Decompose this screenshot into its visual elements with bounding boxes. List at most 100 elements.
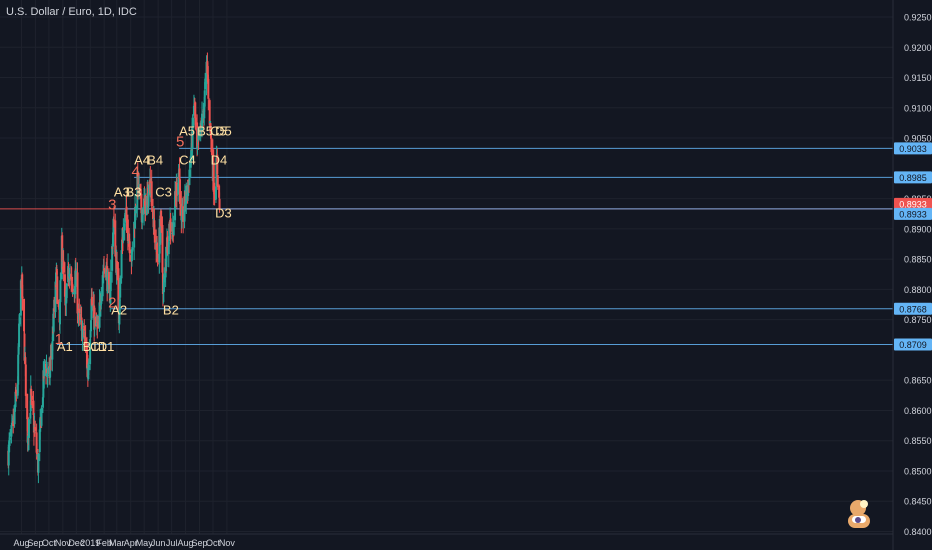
candles <box>7 52 221 484</box>
candle-body <box>118 299 121 315</box>
candle-body <box>126 219 129 242</box>
candle-body <box>201 113 204 132</box>
candle-body <box>17 354 20 385</box>
pivot-label: B3 <box>126 185 142 200</box>
candle-body <box>156 263 159 265</box>
candle-body <box>18 317 21 325</box>
candle-body <box>138 184 141 189</box>
candle-body <box>185 185 188 204</box>
candle-body <box>7 444 10 466</box>
pivot-label: D1 <box>98 339 115 354</box>
level-price-label: 0.9033 <box>899 144 927 154</box>
candle-body <box>90 296 93 305</box>
price-tick-label: 0.8750 <box>904 315 932 325</box>
price-tick-label: 0.8900 <box>904 224 932 234</box>
candle-body <box>143 198 146 215</box>
candle-body <box>208 100 211 126</box>
candle-body <box>40 407 43 426</box>
candle-body <box>65 283 68 299</box>
pivot-label: B2 <box>163 303 179 318</box>
candle-body <box>114 220 117 257</box>
candle-body <box>13 405 16 425</box>
candle-body <box>103 268 106 270</box>
wave-count-label: 1 <box>55 331 63 348</box>
candle-body <box>26 393 29 420</box>
candle-body <box>197 135 200 140</box>
pivot-label: A4 <box>134 152 150 167</box>
candle-body <box>85 344 88 369</box>
candle-body <box>120 250 123 279</box>
candle-body <box>123 223 126 231</box>
pivot-label: B5 <box>197 123 213 138</box>
candle-body <box>196 122 199 149</box>
candle-body <box>216 154 219 175</box>
pivot-label: D3 <box>215 206 232 221</box>
price-tick-label: 0.9050 <box>904 134 932 144</box>
candle-body <box>204 82 207 90</box>
candle-body <box>172 222 175 236</box>
current-price-tag <box>894 197 932 210</box>
price-tick-label: 0.8600 <box>904 406 932 416</box>
candle-body <box>218 198 221 209</box>
candle-body <box>117 268 120 311</box>
candle-body <box>140 193 143 214</box>
candle-body <box>130 249 133 262</box>
wave-count-label: 2 <box>108 295 116 312</box>
candle-body <box>203 90 206 107</box>
alerts-badge-icon[interactable] <box>846 498 872 532</box>
candle-body <box>68 273 71 279</box>
candle-body <box>109 271 112 292</box>
candle-body <box>141 209 144 223</box>
candle-body <box>177 172 180 187</box>
time-tick-label: Sep <box>27 538 43 548</box>
candle-body <box>17 346 20 355</box>
candle-body <box>52 308 55 332</box>
level-price-tag <box>894 302 932 315</box>
price-tick-label: 0.8500 <box>904 466 932 476</box>
pivot-label: B4 <box>147 152 163 167</box>
candle-body <box>15 394 18 396</box>
candle-body <box>179 179 182 204</box>
time-tick-label: Feb <box>96 538 112 548</box>
pivot-label: A5 <box>179 123 195 138</box>
candle-body <box>128 241 131 254</box>
candle-body <box>213 192 216 201</box>
candle-body <box>119 277 122 298</box>
time-tick-label: Nov <box>55 538 72 548</box>
candle-body <box>34 427 37 431</box>
candle-body <box>144 195 147 214</box>
price-tick-label: 0.8650 <box>904 376 932 386</box>
candle-body <box>18 323 21 347</box>
candle-body <box>24 364 27 396</box>
candle-body <box>59 280 62 303</box>
pivot-label: D4 <box>211 152 228 167</box>
candle-body <box>58 302 61 325</box>
candle-body <box>54 281 57 313</box>
candle-body <box>191 117 194 149</box>
level-price-tag <box>894 338 932 351</box>
candle-body <box>89 339 92 365</box>
candle-body <box>38 429 41 453</box>
candle-body <box>53 308 56 311</box>
candle-body <box>9 438 12 440</box>
level-price-label: 0.8768 <box>899 304 927 314</box>
candle-body <box>153 229 156 243</box>
pivot-label: D5 <box>215 123 232 138</box>
candle-body <box>63 274 66 297</box>
candle-body <box>87 364 90 371</box>
candle-body <box>169 218 172 232</box>
candle-body <box>90 298 93 320</box>
candle-body <box>216 174 219 188</box>
candle-body <box>188 169 191 186</box>
time-tick-label: Nov <box>219 538 236 548</box>
candle-body <box>177 183 180 195</box>
pivot-label: C5 <box>210 123 227 138</box>
time-tick-label: Aug <box>178 538 194 548</box>
candle-body <box>27 419 30 438</box>
candle-body <box>160 210 163 227</box>
candle-body <box>125 206 128 221</box>
